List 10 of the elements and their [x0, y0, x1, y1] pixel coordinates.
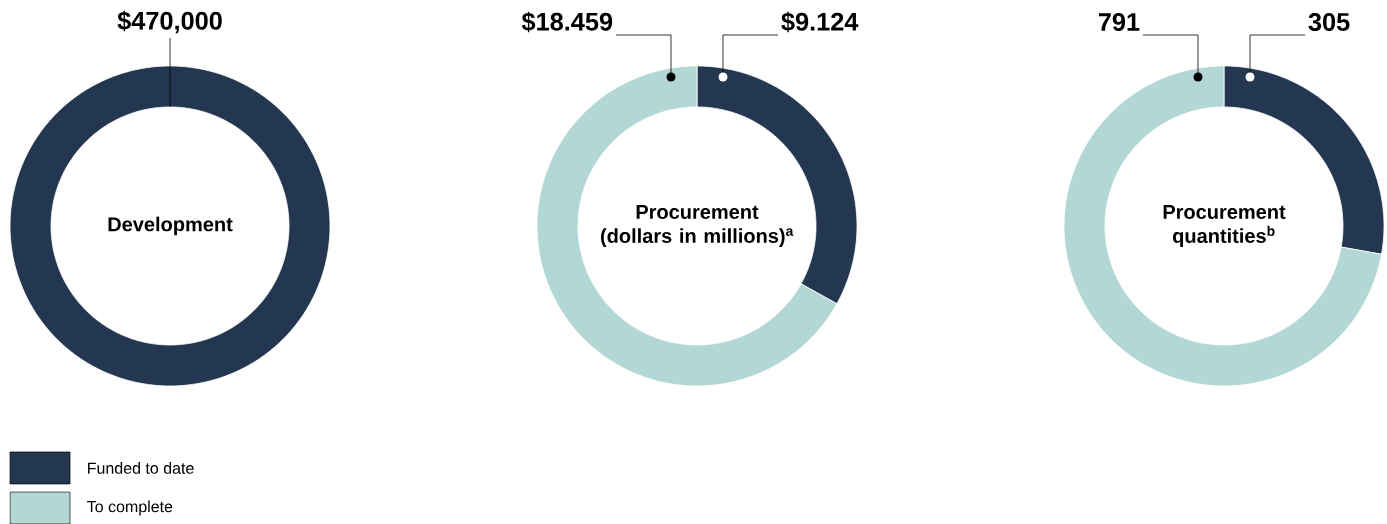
data-label: $470,000: [117, 10, 222, 34]
data-label: $9.124: [781, 11, 859, 33]
legend-label: Funded to date: [88, 462, 194, 474]
data-label: 791: [1098, 13, 1140, 31]
text: Procurement (dollars in millions)$^{a}$: [601, 205, 794, 247]
text: Development: [108, 216, 233, 236]
data-label: 305: [1308, 13, 1350, 31]
data-label: $18.459: [521, 11, 613, 33]
legend-label: To complete: [87, 500, 173, 516]
text: Procurement quantities$^{b}$: [1163, 205, 1286, 247]
